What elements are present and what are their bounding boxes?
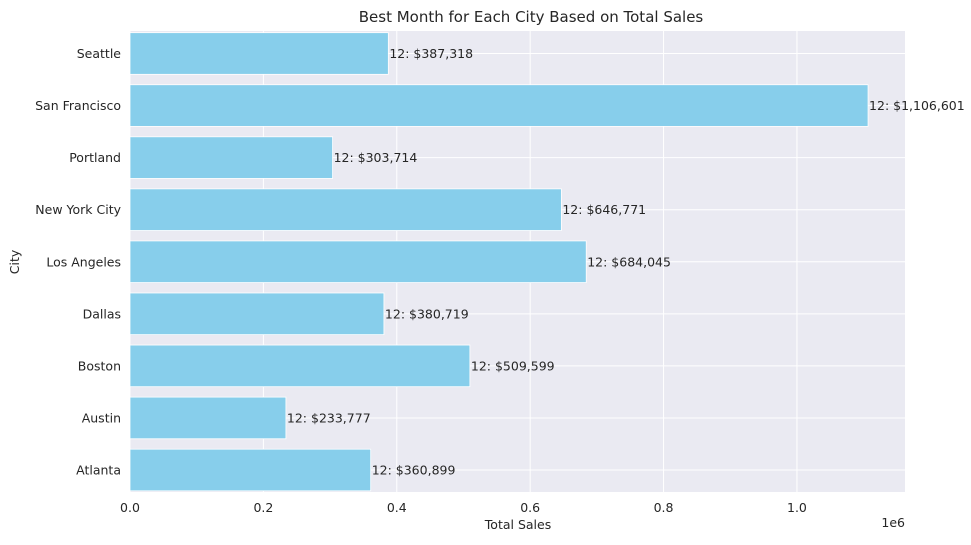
x-tick-label: 1.0 xyxy=(787,500,807,515)
data-label: 12: $509,599 xyxy=(471,358,555,373)
chart-title: Best Month for Each City Based on Total … xyxy=(359,8,704,26)
bar-san-francisco xyxy=(129,84,869,127)
data-label: 12: $684,045 xyxy=(587,254,671,269)
y-tick-label: Portland xyxy=(69,150,121,165)
bar-los-angeles xyxy=(129,240,587,283)
x-tick-label: 0.2 xyxy=(253,500,273,515)
bars xyxy=(129,32,869,492)
y-tick-label: San Francisco xyxy=(35,98,121,113)
y-axis-label: City xyxy=(7,249,22,274)
y-tick-label: Seattle xyxy=(77,46,122,61)
data-label: 12: $646,771 xyxy=(562,202,646,217)
y-tick-label: Los Angeles xyxy=(46,254,121,269)
bar-dallas xyxy=(129,292,385,336)
x-tick-label: 0.8 xyxy=(654,500,674,515)
x-tick-label: 0.4 xyxy=(387,500,407,515)
x-tick-labels: 0.0 0.2 0.4 0.6 0.8 1.0 xyxy=(120,500,807,515)
x-tick-label: 0.0 xyxy=(120,500,140,515)
y-tick-label: Atlanta xyxy=(76,463,121,478)
x-axis-label: Total Sales xyxy=(484,517,551,532)
data-label: 12: $1,106,601 xyxy=(869,98,965,113)
data-label: 12: $380,719 xyxy=(385,306,469,321)
x-tick-label: 0.6 xyxy=(520,500,540,515)
bar-portland xyxy=(129,136,333,179)
y-tick-label: Dallas xyxy=(83,306,121,321)
data-labels: 12: $360,899 12: $233,777 12: $509,599 12: … xyxy=(287,46,965,478)
x-axis-multiplier: 1e6 xyxy=(881,515,905,530)
data-label: 12: $387,318 xyxy=(389,46,473,61)
data-label: 12: $303,714 xyxy=(334,150,418,165)
data-label: 12: $233,777 xyxy=(287,410,371,425)
bar-boston xyxy=(129,344,471,388)
data-label: 12: $360,899 xyxy=(372,463,456,478)
y-tick-label: New York City xyxy=(35,202,121,217)
bar-atlanta xyxy=(129,448,372,492)
bar-seattle xyxy=(129,32,389,75)
bar-new-york-city xyxy=(129,188,562,231)
y-tick-labels: Atlanta Austin Boston Dallas Los Angeles New … xyxy=(35,46,121,478)
y-tick-label: Austin xyxy=(82,410,121,425)
bar-austin xyxy=(129,396,287,440)
y-tick-label: Boston xyxy=(78,358,121,373)
